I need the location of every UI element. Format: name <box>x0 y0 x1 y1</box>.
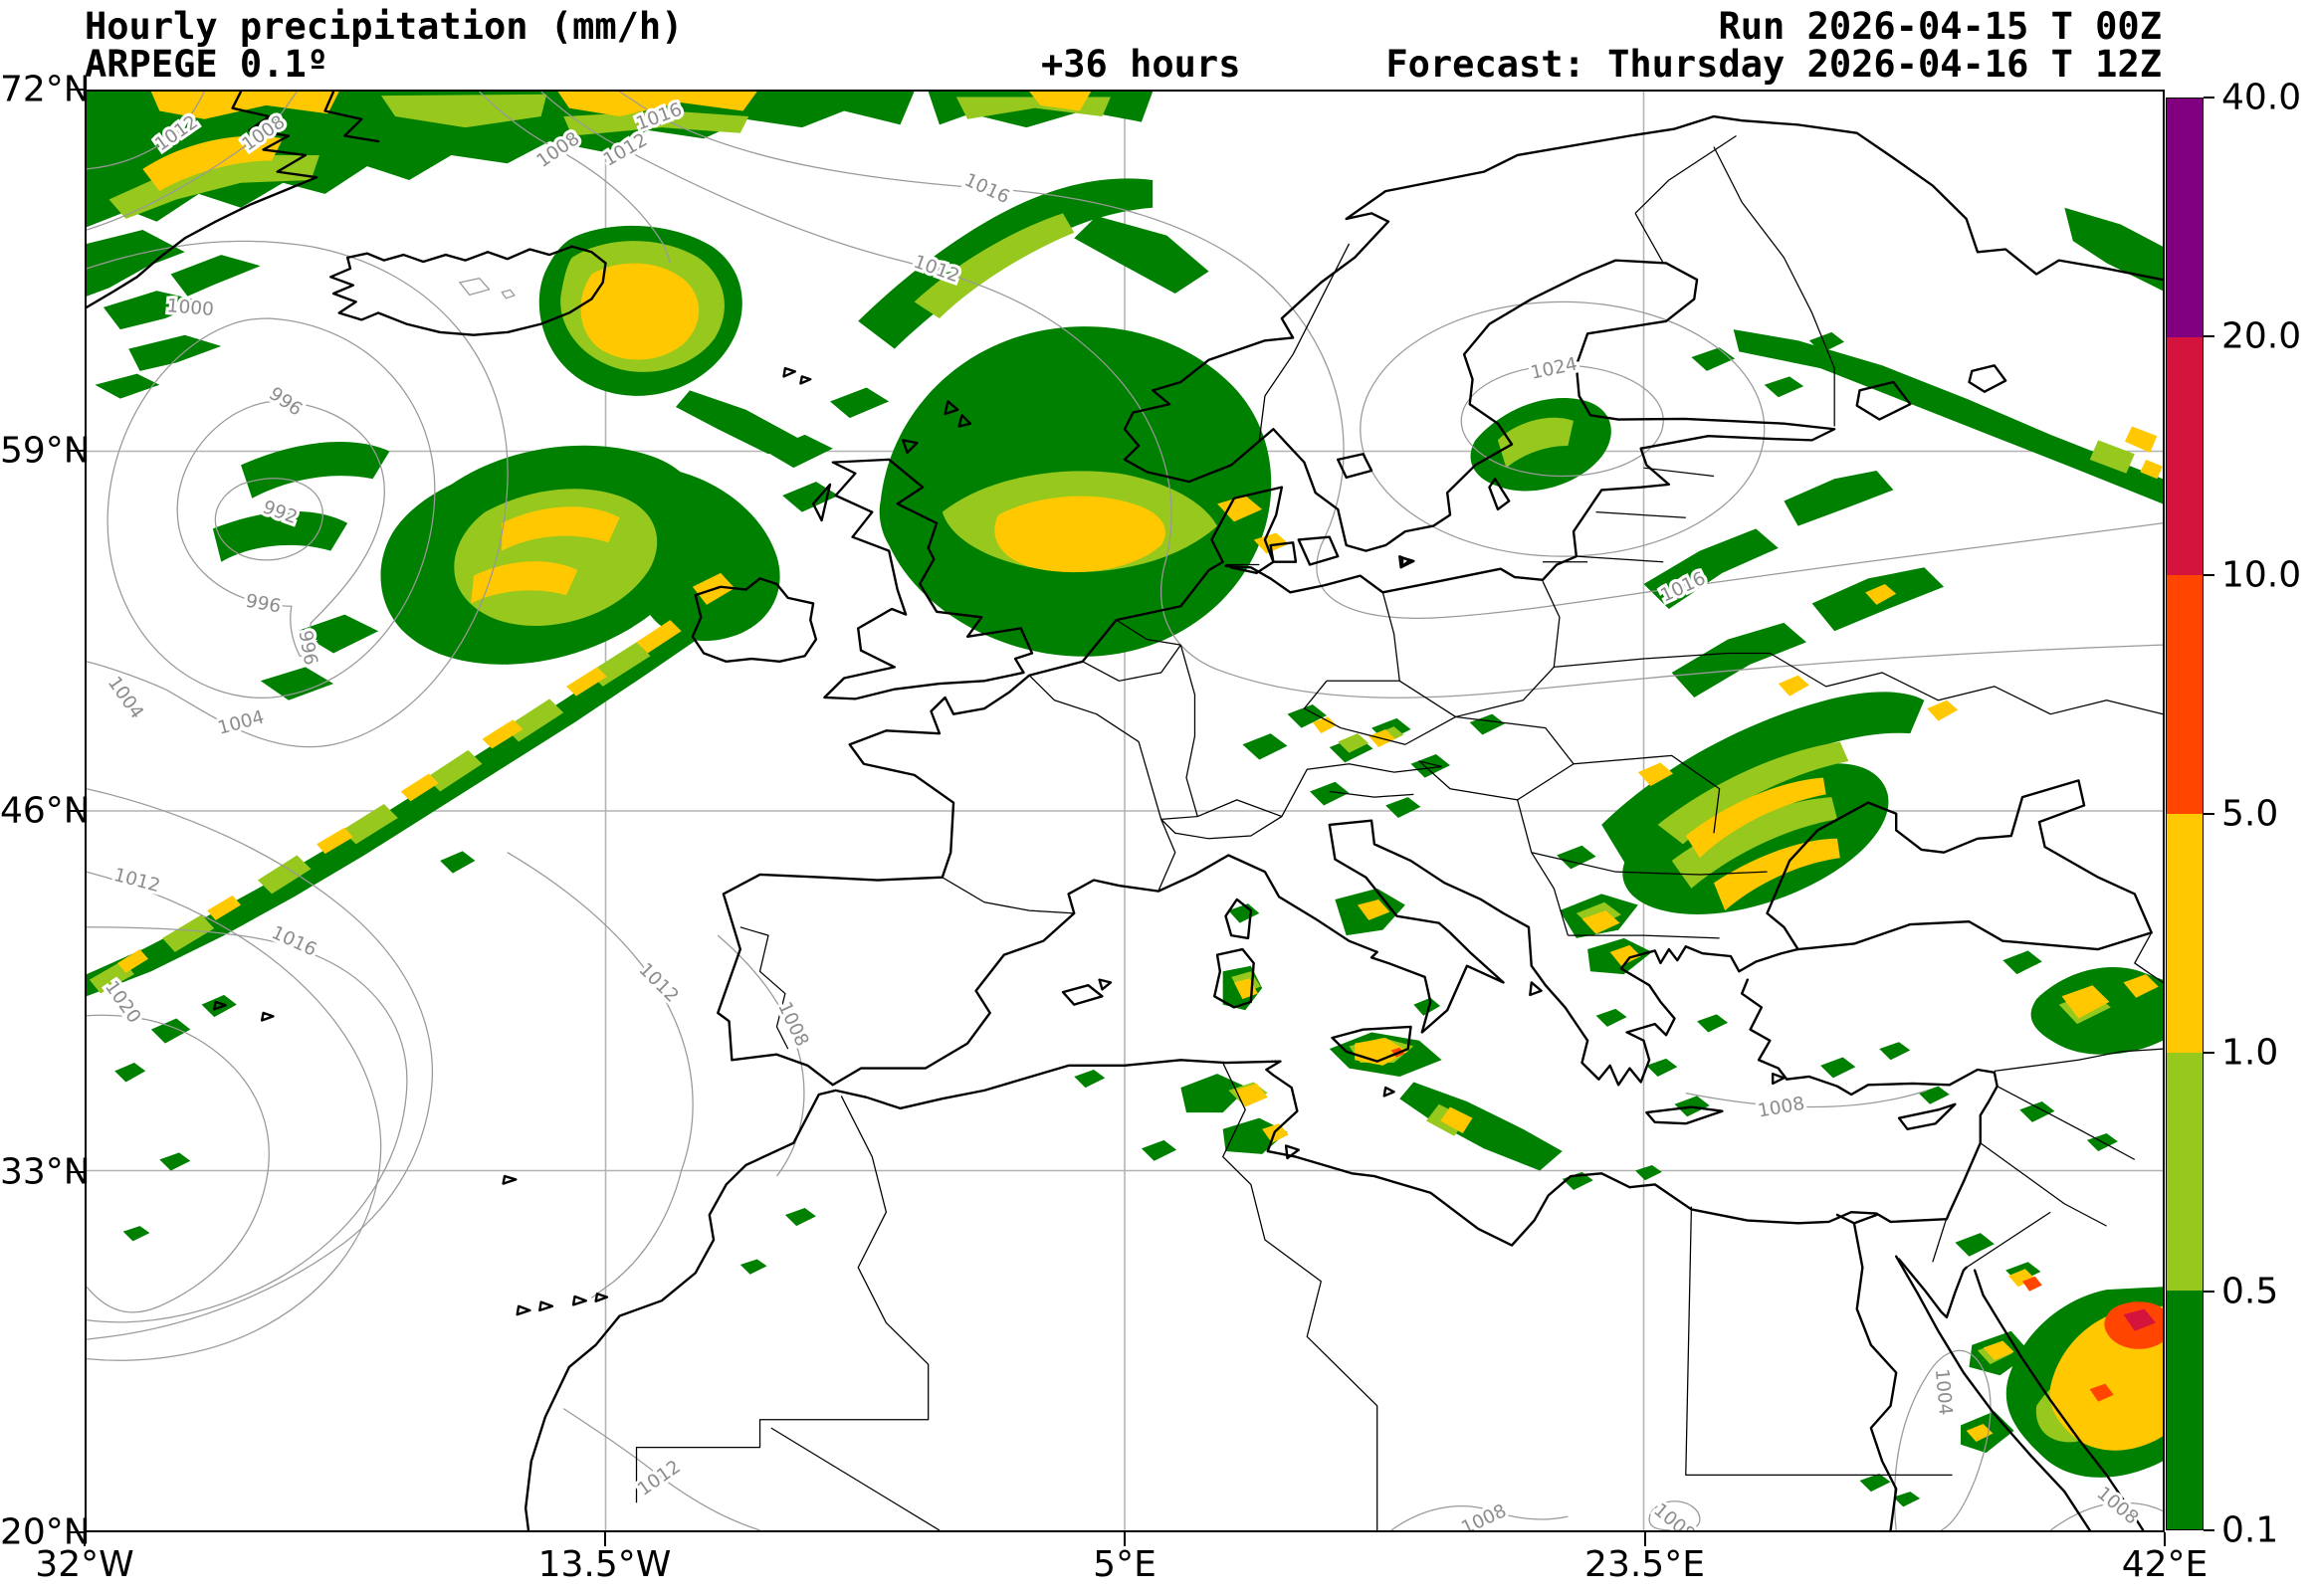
isobar-contours <box>87 92 2163 1530</box>
precip-level-1 <box>117 92 2163 1451</box>
map-svg: 1012100810161012100810161012100099699299… <box>87 92 2163 1530</box>
isobar-label: 1008 <box>1458 1500 1510 1530</box>
colorbar-tick-label: 20.0 <box>2221 315 2302 357</box>
lat-tick-label: 46°N <box>0 790 91 832</box>
colorbar-tick <box>2204 1529 2214 1531</box>
lon-tick <box>1643 1532 1646 1546</box>
colorbar-segment-gold <box>2167 813 2203 1053</box>
lat-tick <box>70 1531 84 1533</box>
isobar-label: 1008 <box>773 999 812 1050</box>
isobar-label: 1024 <box>1529 354 1579 384</box>
colorbar-tick-label: 0.1 <box>2221 1509 2279 1551</box>
run-label: Run 2026-04-15 T 00Z <box>1718 5 2162 48</box>
lat-tick-label: 20°N <box>0 1511 91 1553</box>
colorbar-tick <box>2204 1291 2214 1293</box>
colorbar-tick <box>2204 1052 2214 1054</box>
colorbar-tick <box>2204 335 2214 337</box>
isobar-label: 1012 <box>634 959 682 1007</box>
lat-tick-label: 72°N <box>0 69 91 110</box>
colorbar-tick-label: 1.0 <box>2221 1032 2279 1074</box>
colorbar-tick <box>2204 574 2214 576</box>
lon-tick <box>84 1532 86 1546</box>
isobar-label: 1008 <box>1757 1094 1806 1122</box>
lat-tick-label: 59°N <box>0 430 91 471</box>
isobar-label: 1008 <box>1649 1499 1699 1530</box>
forecast-label: Forecast: Thursday 2026-04-16 T 12Z <box>1385 43 2162 86</box>
lon-tick-label: 5°E <box>1093 1544 1157 1585</box>
precipitation-colorbar <box>2166 98 2204 1530</box>
colorbar-tick-label: 10.0 <box>2221 554 2302 596</box>
colorbar-segment-yellowgreen <box>2167 1052 2203 1292</box>
colorbar-tick-label: 5.0 <box>2221 793 2279 835</box>
isobar-label: 1004 <box>1931 1368 1956 1416</box>
isobar-label: 996 <box>244 591 283 618</box>
lat-tick <box>70 449 84 452</box>
lon-tick-label: 23.5°E <box>1584 1544 1705 1585</box>
colorbar-segment-purple <box>2167 99 2203 337</box>
precip-level-10 <box>2123 1308 2156 1331</box>
lon-tick <box>603 1532 606 1546</box>
country-borders <box>635 134 2163 1530</box>
isobar-label: 1004 <box>216 707 267 739</box>
isobar-label: 1016 <box>268 922 319 961</box>
model-label: ARPEGE 0.1º <box>85 43 329 86</box>
isobar-label: 1004 <box>104 673 147 722</box>
lat-tick <box>70 89 84 91</box>
isobar-label: 996 <box>265 383 306 420</box>
map-area[interactable]: 1012100810161012100810161012100099699299… <box>85 90 2165 1532</box>
colorbar-tick <box>2204 813 2214 815</box>
colorbar-tick <box>2204 97 2214 99</box>
colorbar-tick-label: 0.5 <box>2221 1271 2279 1312</box>
page-title: Hourly precipitation (mm/h) <box>85 5 684 48</box>
lon-tick-label: 13.5°W <box>537 1544 672 1585</box>
isobar-label: 1000 <box>166 296 215 320</box>
colorbar-segment-green <box>2167 1291 2203 1529</box>
lat-tick-label: 33°N <box>0 1151 91 1192</box>
isobar-label: 1016 <box>961 170 1013 209</box>
colorbar-segment-crimson <box>2167 336 2203 576</box>
isobar-label: 1020 <box>101 977 144 1027</box>
lon-tick <box>1124 1532 1126 1546</box>
lon-tick <box>2164 1532 2166 1546</box>
colorbar-segment-orangered <box>2167 575 2203 814</box>
colorbar-tick-label: 40.0 <box>2221 77 2302 118</box>
lead-time-label: +36 hours <box>1041 43 1241 86</box>
lat-tick <box>70 1170 84 1173</box>
lon-tick-label: 32°W <box>35 1544 134 1585</box>
lat-tick <box>70 810 84 812</box>
lon-tick-label: 42°E <box>2121 1544 2209 1585</box>
isobar-label: 1012 <box>111 865 162 897</box>
